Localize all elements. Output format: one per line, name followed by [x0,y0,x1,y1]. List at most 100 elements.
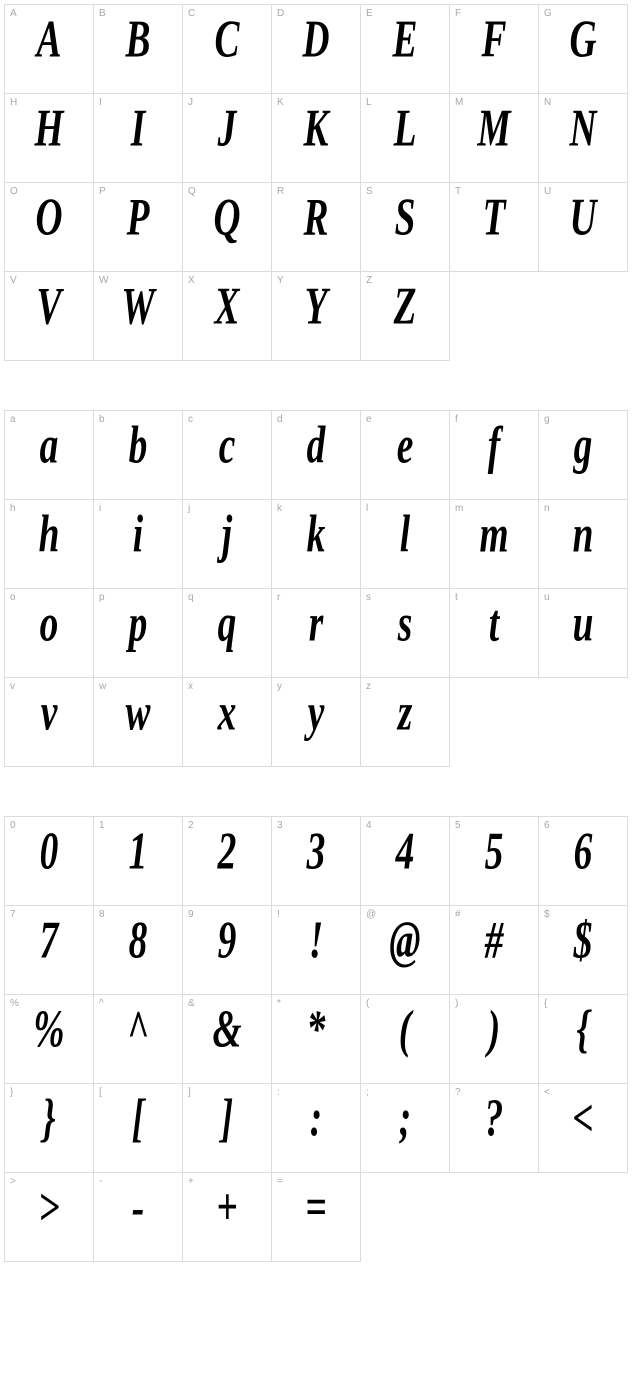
glyph-cell-glyph: H [12,100,87,158]
glyph-cell: EE [360,4,450,94]
glyph-cell-glyph: } [12,1090,87,1148]
glyph-cell-glyph: $ [546,912,621,970]
glyph-cell: QQ [182,182,272,272]
glyph-cell: NN [538,93,628,183]
glyph-cell: << [538,1083,628,1173]
glyph-cell: 99 [182,905,272,995]
glyph-cell-glyph: S [368,189,443,247]
glyph-cell: {{ [538,994,628,1084]
glyph-cell-glyph: m [457,506,532,564]
glyph-cell: OO [4,182,94,272]
glyph-cell-glyph: * [279,1001,354,1059]
glyph-cell: bb [93,410,183,500]
glyph-cell: II [93,93,183,183]
glyph-cell: !! [271,905,361,995]
glyph-cell: )) [449,994,539,1084]
glyph-cell: ?? [449,1083,539,1173]
glyph-cell: aa [4,410,94,500]
glyph-cell-glyph: T [457,189,532,247]
glyph-cell-glyph: ; [368,1090,443,1148]
glyph-cell-glyph: - [101,1179,176,1237]
charmap-section-lowercase: aabbccddeeffgghhiijjkkllmmnnooppqqrrsstt… [4,410,636,766]
glyph-cell-glyph: t [457,595,532,653]
glyph-cell-glyph: + [190,1179,265,1237]
charmap-section-numbers_symbols: 00112233445566778899!!@@##$$%%^^&&**(())… [4,816,636,1261]
glyph-cell-glyph: q [190,595,265,653]
glyph-cell: BB [93,4,183,94]
glyph-cell-glyph: s [368,595,443,653]
glyph-cell-glyph: ( [368,1001,443,1059]
glyph-cell: 77 [4,905,94,995]
glyph-cell: DD [271,4,361,94]
glyph-cell-glyph: h [12,506,87,564]
glyph-cell: nn [538,499,628,589]
glyph-cell: oo [4,588,94,678]
glyph-cell: xx [182,677,272,767]
glyph-cell-glyph: F [457,11,532,69]
glyph-cell-glyph: y [279,684,354,742]
glyph-cell: JJ [182,93,272,183]
glyph-cell-glyph: 0 [12,823,87,881]
glyph-cell-glyph: G [546,11,621,69]
glyph-cell: 44 [360,816,450,906]
glyph-cell-glyph: Y [279,278,354,336]
glyph-cell: :: [271,1083,361,1173]
glyph-cell: UU [538,182,628,272]
glyph-cell-glyph: 5 [457,823,532,881]
glyph-cell-glyph: > [12,1179,87,1237]
glyph-cell: ww [93,677,183,767]
glyph-cell: KK [271,93,361,183]
glyph-cell: >> [4,1172,94,1262]
glyph-cell: hh [4,499,94,589]
glyph-cell: 66 [538,816,628,906]
glyph-cell: 55 [449,816,539,906]
glyph-cell: gg [538,410,628,500]
glyph-cell-glyph: D [279,11,354,69]
glyph-cell-glyph: X [190,278,265,336]
glyph-cell: ee [360,410,450,500]
glyph-cell-glyph: Q [190,189,265,247]
glyph-cell: GG [538,4,628,94]
glyph-cell: }} [4,1083,94,1173]
charmap-section-uppercase: AABBCCDDEEFFGGHHIIJJKKLLMMNNOOPPQQRRSSTT… [4,4,636,360]
glyph-cell: AA [4,4,94,94]
glyph-cell-glyph: M [457,100,532,158]
glyph-cell-glyph: e [368,417,443,475]
glyph-cell-glyph: c [190,417,265,475]
glyph-cell-glyph: 7 [12,912,87,970]
glyph-cell-glyph: w [101,684,176,742]
glyph-cell: YY [271,271,361,361]
glyph-cell: pp [93,588,183,678]
glyph-cell: ii [93,499,183,589]
glyph-cell-glyph: d [279,417,354,475]
glyph-cell-glyph: ] [190,1090,265,1148]
glyph-cell-glyph: @ [368,912,443,970]
glyph-cell-glyph: % [12,1001,87,1059]
glyph-cell: cc [182,410,272,500]
glyph-cell: HH [4,93,94,183]
glyph-cell-glyph: u [546,595,621,653]
glyph-cell: RR [271,182,361,272]
glyph-cell-glyph: x [190,684,265,742]
font-character-map: AABBCCDDEEFFGGHHIIJJKKLLMMNNOOPPQQRRSSTT… [4,4,636,1261]
glyph-cell-glyph: B [101,11,176,69]
glyph-cell: tt [449,588,539,678]
glyph-cell-glyph: ? [457,1090,532,1148]
glyph-cell: 00 [4,816,94,906]
glyph-cell: ;; [360,1083,450,1173]
glyph-cell: 22 [182,816,272,906]
glyph-cell-glyph: I [101,100,176,158]
glyph-cell-glyph: < [546,1090,621,1148]
glyph-cell-glyph: R [279,189,354,247]
glyph-cell: zz [360,677,450,767]
glyph-cell-glyph: k [279,506,354,564]
glyph-cell-glyph: [ [101,1090,176,1148]
glyph-cell: vv [4,677,94,767]
glyph-cell: VV [4,271,94,361]
glyph-cell-glyph: W [101,278,176,336]
glyph-cell: ZZ [360,271,450,361]
glyph-cell: CC [182,4,272,94]
glyph-cell: ss [360,588,450,678]
glyph-cell: PP [93,182,183,272]
glyph-cell-glyph: 4 [368,823,443,881]
